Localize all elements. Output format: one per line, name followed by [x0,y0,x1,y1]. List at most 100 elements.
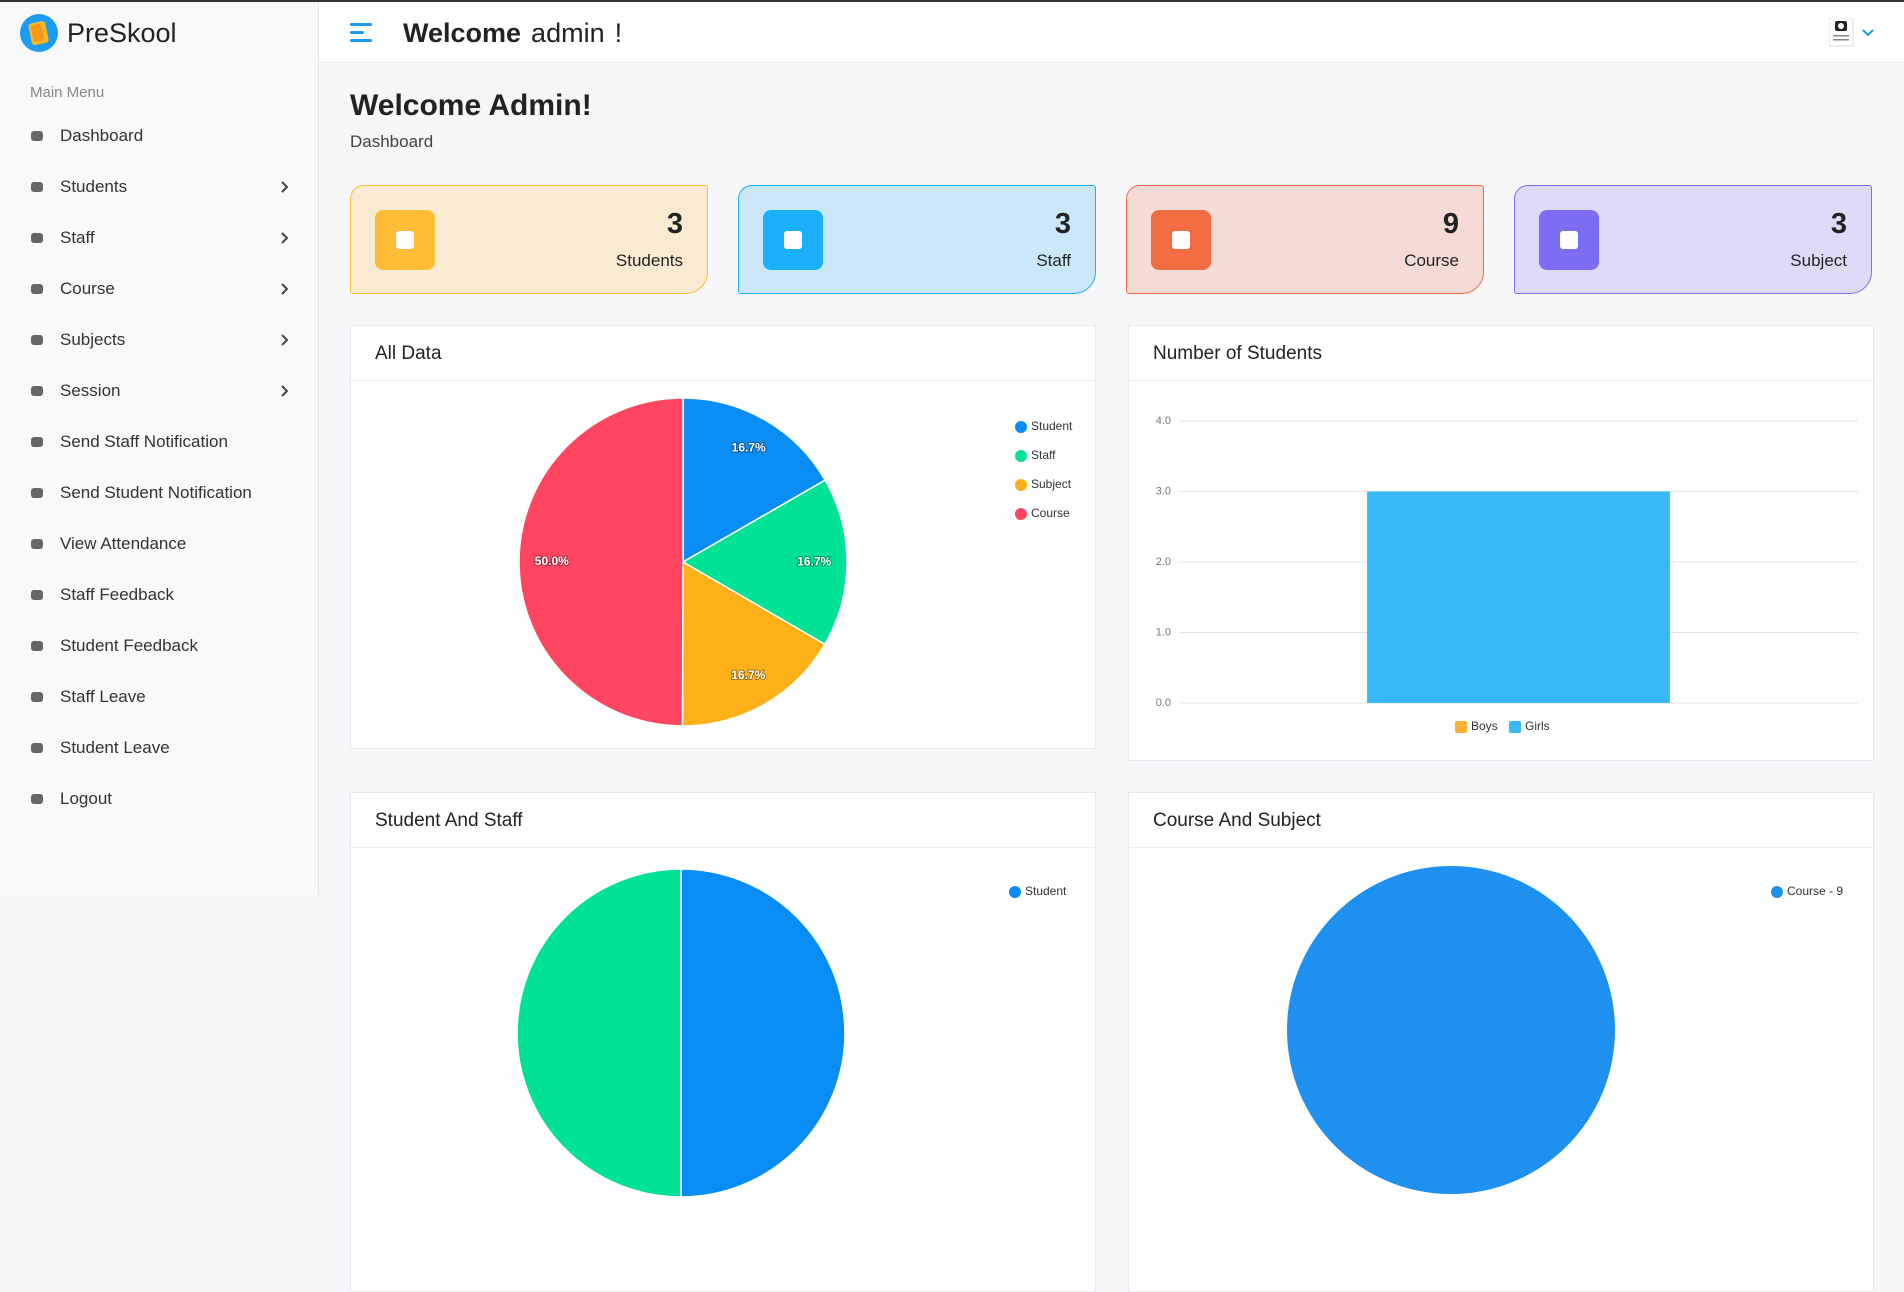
legend-label[interactable]: Staff [1031,448,1056,462]
menu-item[interactable]: Staff [0,221,318,255]
slice-label: 50.0% [535,554,569,568]
card-label: Staff [1036,251,1071,270]
menu-item[interactable]: Staff Feedback [0,578,318,612]
y-tick-label: 2.0 [1156,556,1171,568]
menu-heading: Main Menu [30,84,105,101]
user-menu[interactable] [1829,18,1879,48]
icon-shape [396,231,414,249]
chevron [281,385,289,397]
icon [396,231,414,249]
legend-label[interactable]: Student [1025,884,1067,898]
icon-shape [31,641,43,651]
y-tick-label: 1.0 [1156,626,1171,638]
menu-icon [31,590,43,600]
legend-marker [1015,508,1027,520]
icon-shape [31,692,43,702]
menu-icon [31,386,43,396]
chevron [281,232,289,244]
legend-label[interactable]: Student [1031,419,1073,433]
legend-marker [1015,421,1027,433]
panel-title: All Data [351,326,1095,381]
menu-item[interactable]: Course [0,272,318,306]
icon [1560,231,1578,249]
menu-item[interactable]: View Attendance [0,527,318,561]
menu-item[interactable]: Dashboard [0,119,318,153]
menu-item[interactable]: Students [0,170,318,204]
pie-slice [1287,866,1615,1194]
card-icon [375,210,435,270]
icon [1172,231,1190,249]
menu-label: Staff Leave [60,687,146,706]
menu-label: Send Staff Notification [60,432,228,451]
greeting-word: Welcome [403,18,522,48]
menu-icon [31,794,43,804]
menu-icon [31,539,43,549]
menu-label: Student Feedback [60,636,198,655]
card-label: Course [1404,251,1459,270]
icon-shape [1560,231,1578,249]
menu-item[interactable]: Student Feedback [0,629,318,663]
menu-icon [31,641,43,651]
icon-shape [784,231,802,249]
chart: 0.0 1.0 2.0 3.0 4.0 Boys Girls [1156,415,1858,733]
card-value: 3 [666,208,683,240]
chevron-line [281,232,289,244]
stat-cards: 3 Students 3 Staff 9 Course 3 Subject [350,185,1874,294]
menu-label: Student Leave [60,738,170,757]
pie-slice [680,868,846,1198]
icon-shape [31,386,43,396]
menu-item[interactable]: Send Student Notification [0,476,318,510]
card-value: 9 [1442,208,1459,240]
greeting: Welcome admin! [403,18,632,49]
pie-slice [682,397,827,564]
menu-item[interactable]: Staff Leave [0,680,318,714]
menu-toggle[interactable] [350,22,374,44]
menu-item[interactable]: Send Staff Notification [0,425,318,459]
legend-label[interactable]: Course - 9 [1787,884,1843,898]
menu-item[interactable]: Logout [0,782,318,816]
legend-label[interactable]: Girls [1525,719,1550,733]
legend-marker [1771,886,1783,898]
menu-item[interactable]: Student Leave [0,731,318,765]
chevron-line [281,334,289,346]
chart-panel: Course And Subject Course - 9 [1128,792,1874,1292]
card-icon [1151,210,1211,270]
brand[interactable]: PreSkool [67,18,177,48]
chart: Student [516,868,1067,1198]
menu-label: Course [60,279,115,298]
card-value: 3 [1830,208,1847,240]
icon-shape [31,437,43,447]
chevron [281,283,289,295]
chevron-line [281,385,289,397]
stat-card[interactable]: 3 Subject [1514,185,1872,294]
icon-shape [31,335,43,345]
legend-label[interactable]: Boys [1471,719,1498,733]
icon-shape [1172,231,1190,249]
stat-card[interactable]: 9 Course [1126,185,1484,294]
card-label: Students [615,251,683,270]
header: Welcome admin! [319,2,1904,63]
menu-icon [31,743,43,753]
card-icon [763,210,823,270]
legend-marker [1455,721,1467,733]
breadcrumb[interactable]: Dashboard [350,132,434,151]
icon-shape [31,743,43,753]
stat-card[interactable]: 3 Staff [738,185,1096,294]
menu-item[interactable]: Session [0,374,318,408]
stat-card[interactable]: 3 Students [350,185,708,294]
legend-label[interactable]: Course [1031,506,1070,520]
card-label: Subject [1790,251,1847,270]
menu-item[interactable]: Subjects [0,323,318,357]
menu-label: Students [60,177,128,196]
legend-label[interactable]: Subject [1031,477,1072,491]
chart-panel: Number of Students 0.0 1.0 2.0 3.0 4.0 Boys Gir… [1128,325,1874,761]
icon-shape [31,539,43,549]
icon-shape [31,233,43,243]
chart: Course - 9 [1287,866,1843,1194]
menu-label: Staff Feedback [60,585,175,604]
y-tick-label: 0.0 [1156,697,1171,709]
icon-shape [31,182,43,192]
menu-icon [31,233,43,243]
icon [784,231,802,249]
chevron-line [281,283,289,295]
